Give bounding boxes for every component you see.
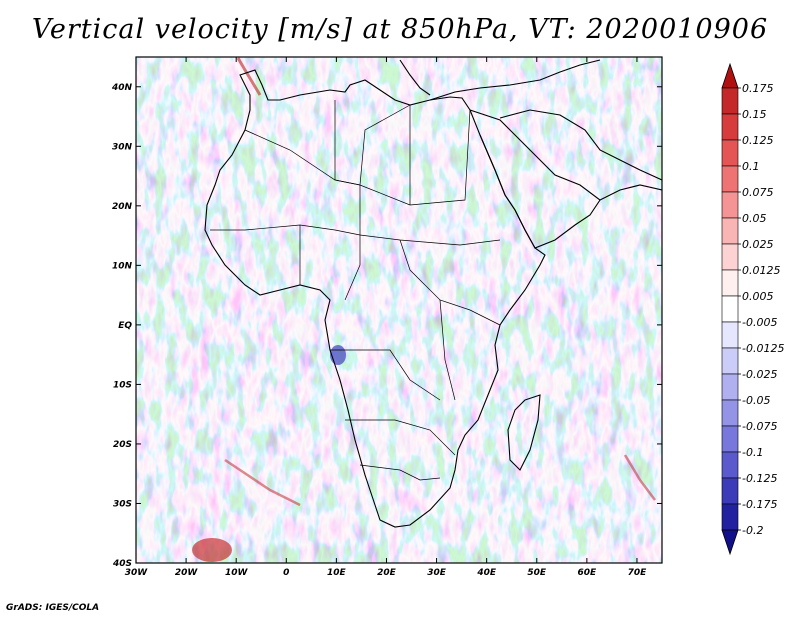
colorbar-segment [721,347,739,375]
asia-coastline [599,184,662,201]
lon-tick-label: 40E [476,568,497,578]
strong-updraft-patch [192,538,232,562]
colorbar-label: -0.1 [742,446,763,459]
colorbar-segment [721,425,739,453]
lat-tick-label: 30S [113,499,132,509]
colorbar-segment [721,295,739,323]
colorbar-bottom-arrow [721,529,739,556]
colorbar-label: 0.005 [742,290,774,303]
lat-tick-label: 20S [113,440,132,450]
lon-tick-label: 10E [327,568,347,578]
lon-tick-label: 30E [427,568,447,578]
colorbar-label: -0.2 [742,524,763,537]
italy-coastline [399,59,431,96]
colorbar-label: -0.075 [742,420,777,433]
country-borders [210,100,501,481]
colorbar-label: 0.15 [742,108,767,121]
lat-tick-label: 40N [111,83,133,93]
arabia-coastline [469,109,601,249]
lat-tick-label: 40S [112,559,132,569]
colorbar-segment [721,399,739,427]
colorbar-segment [721,113,739,141]
lon-tick-label: 20E [377,568,397,578]
colorbar-segment [721,191,739,219]
colorbar-label: -0.025 [742,368,777,381]
colorbar-segment [721,503,739,531]
lat-tick-label: EQ [118,321,132,331]
colorbar-segment [721,139,739,167]
lat-tick-label: 20N [112,202,133,212]
colorbar-segment [721,217,739,245]
colorbar-label: 0.175 [742,82,774,95]
lat-tick-label: 10S [113,380,132,390]
credit-text: GrADS: IGES/COLA [6,603,100,613]
lon-tick-label: 10W [225,568,249,578]
lon-tick-label: 70E [628,568,648,578]
colorbar-segment [721,87,739,115]
lon-tick-label: 0 [283,568,289,578]
strong-downdraft-patch [330,345,346,365]
gulf-coastline [499,109,662,181]
lat-tick-label: 30N [112,142,133,152]
madagascar-coastline [507,394,541,471]
africa-coastline [204,69,546,528]
lon-tick-label: 50E [527,568,547,578]
chart-title: Vertical velocity [m/s] at 850hPa, VT: 2… [31,14,769,45]
colorbar-segment [721,243,739,271]
colorbar-segment [721,373,739,401]
colorbar-label: -0.005 [742,316,777,329]
colorbar-label: 0.0125 [742,264,781,277]
colorbar-segment [721,321,739,349]
lon-tick-label: 60E [578,568,598,578]
colorbar-label: -0.05 [742,394,770,407]
colorbar-segment [721,477,739,505]
lat-tick-label: 10N [112,261,133,271]
colorbar-label: 0.125 [742,134,774,147]
colorbar-segment [721,165,739,193]
colorbar-label: -0.125 [742,472,777,485]
colorbar: 0.175 0.15 0.125 0.1 0.075 0.05 0.025 0.0125 0.0… [721,62,784,556]
colorbar-label: 0.025 [742,238,774,251]
velocity-field [136,57,662,563]
colorbar-label: 0.05 [742,212,767,225]
plot-frame [135,56,663,564]
colorbar-segment [721,451,739,479]
colorbar-label: -0.0125 [742,342,784,355]
lon-tick-label: 20W [175,568,199,578]
colorbar-top-arrow [721,62,739,89]
med-north-coastline [429,59,601,101]
colorbar-segment [721,269,739,297]
colorbar-label: -0.175 [742,498,777,511]
colorbar-label: 0.075 [742,186,774,199]
colorbar-label: 0.1 [742,160,760,173]
lon-tick-label: 30W [125,568,149,578]
coastlines [204,59,662,528]
